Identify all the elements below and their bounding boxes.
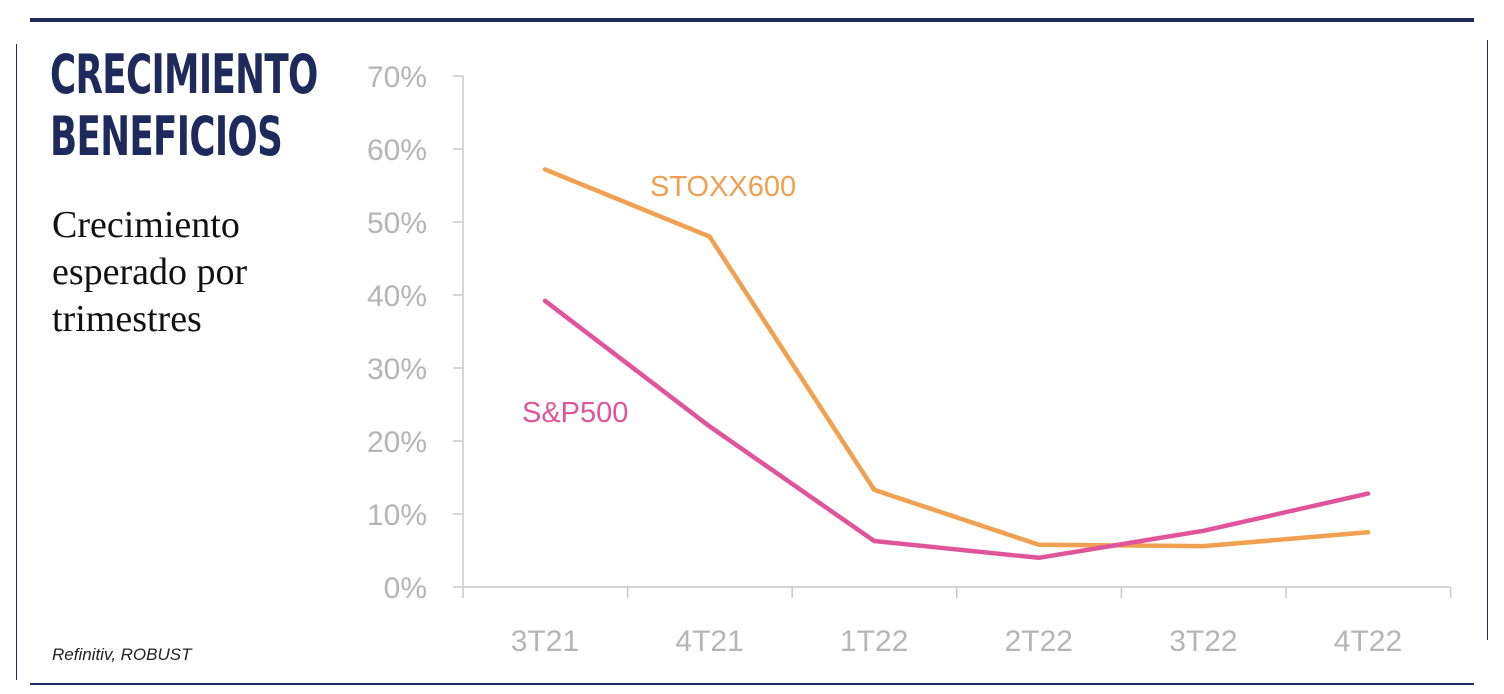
y-tick-label: 20% [367,426,427,459]
x-tick-label: 4T21 [675,625,743,658]
right-rule [1487,40,1488,640]
chart-title: CRECIMIENTO BENEFICIOS [50,44,318,168]
source-note: Refinitiv, ROBUST [52,645,192,664]
x-tick-label: 4T22 [1334,625,1402,658]
y-tick-label: 0% [384,572,427,605]
x-tick-label: 1T22 [840,625,908,658]
series-label-stoxx600: STOXX600 [650,171,796,203]
chart-subtitle: Crecimiento esperado por trimestres [52,204,248,340]
x-tick-label: 3T21 [511,625,579,658]
top-rule [30,18,1474,22]
y-tick-label: 50% [367,207,427,240]
y-tick-label: 40% [367,280,427,313]
y-tick-label: 30% [367,353,427,386]
series-label-sp500: S&P500 [522,397,628,429]
left-rule [16,44,17,680]
chart-title-line-1: CRECIMIENTO [50,43,318,106]
series-line-stoxx600 [542,167,1371,549]
series-line-sp500 [542,298,1371,561]
x-tick-label: 3T22 [1169,625,1237,658]
y-tick-label: 60% [367,134,427,167]
x-tick-label: 2T22 [1005,625,1073,658]
chart-title-line-2: BENEFICIOS [50,105,283,168]
y-tick-label: 10% [367,499,427,532]
y-tick-label: 70% [367,61,427,94]
bottom-rule [30,683,1474,685]
